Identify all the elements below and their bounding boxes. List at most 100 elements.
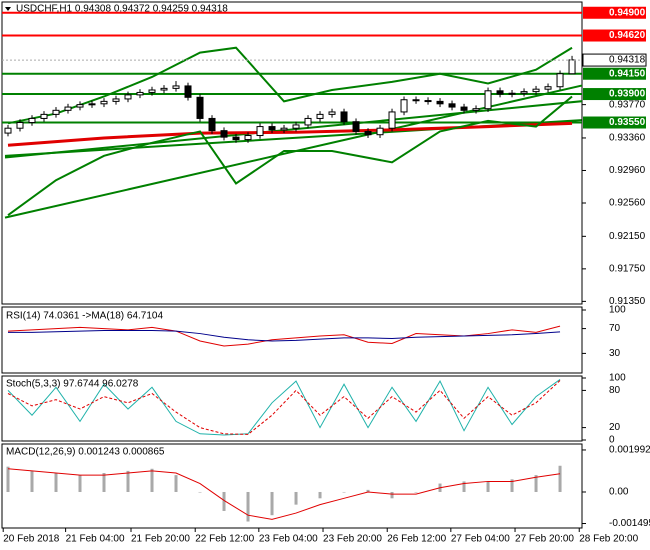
histogram-bar	[198, 491, 202, 493]
candle-body	[124, 94, 132, 100]
candle-body	[484, 90, 492, 110]
level-label: 0.94150	[609, 68, 646, 79]
candle-body	[88, 103, 96, 106]
candle-body	[292, 124, 300, 129]
current-price-label: 0.94318	[609, 55, 646, 66]
candle-body	[184, 85, 192, 98]
candle-body	[376, 127, 384, 136]
indicator-line	[8, 329, 561, 342]
candle-body	[280, 127, 288, 131]
x-tick-label: 27 Feb 04:00	[451, 534, 510, 545]
indicator-line	[7, 380, 561, 435]
y-tick-label: 100	[609, 373, 626, 384]
candle-body	[136, 91, 144, 96]
candle-body	[112, 98, 120, 102]
y-tick-label: 0.001992	[609, 445, 650, 456]
indicator-line	[7, 121, 573, 147]
candle-body	[532, 88, 540, 93]
histogram-bar	[54, 473, 58, 492]
candle-body	[460, 106, 468, 111]
level-tag	[583, 116, 646, 129]
candle-body	[52, 109, 60, 115]
candle-body	[520, 91, 528, 94]
histogram-bar	[270, 491, 274, 516]
candle-body	[568, 59, 576, 75]
indicator-line	[7, 379, 561, 436]
level-tag	[583, 67, 646, 80]
y-tick-label: 0.92560	[609, 198, 646, 209]
x-tick-label: 28 Feb 20:00	[579, 534, 638, 545]
level-label: 0.93550	[609, 117, 646, 128]
histogram-bar	[318, 491, 322, 499]
histogram-bar	[534, 475, 538, 492]
x-tick-label: 21 Feb 04:00	[66, 534, 125, 545]
y-tick-label: 0	[609, 435, 615, 446]
candle-body	[544, 86, 552, 90]
y-tick-label: -0.001495	[609, 518, 650, 529]
y-tick-label: 0.00	[609, 487, 629, 498]
y-tick-label: 0.93360	[609, 133, 646, 144]
candle-body	[472, 108, 480, 111]
candle-body	[220, 130, 228, 138]
histogram-bar	[222, 491, 226, 511]
candle-body	[424, 100, 432, 103]
panel-title: Stoch(5,3,3) 97.6744 96.0278	[6, 379, 139, 390]
candle-body	[64, 106, 72, 111]
candle-body	[328, 111, 336, 115]
histogram-bar	[102, 473, 106, 492]
candle-body	[208, 117, 216, 132]
y-tick-label: 80	[609, 385, 621, 396]
candle-body	[76, 104, 84, 108]
indicator-line	[7, 95, 573, 217]
x-tick-label: 22 Feb 12:00	[195, 534, 254, 545]
indicator-line	[7, 46, 573, 125]
histogram-bar	[414, 491, 418, 493]
histogram-bar	[294, 491, 298, 505]
rsi-panel	[1, 306, 583, 374]
candle-body	[388, 111, 396, 129]
plot-layer: 20 Feb 2018 21 Feb 04:00 21 Feb 20:00 22 Fe…	[2, 4, 650, 545]
histogram-bar	[510, 479, 514, 492]
stoch-panel	[1, 375, 583, 442]
price-panel	[1, 1, 583, 305]
level-label: 0.94900	[609, 7, 646, 18]
x-tick-label: 21 Feb 20:00	[131, 534, 190, 545]
level-tag	[583, 6, 646, 19]
histogram-bar	[30, 470, 34, 492]
candle-body	[412, 99, 420, 102]
symbol-marker	[5, 7, 11, 11]
panel-title: MACD(12,26,9) 0.001243 0.000865	[6, 447, 165, 458]
x-tick-label: 23 Feb 20:00	[323, 534, 382, 545]
candle-body	[496, 90, 504, 95]
current-price-tag	[582, 53, 647, 67]
candle-body	[304, 117, 312, 126]
histogram-bar	[558, 465, 562, 492]
histogram-bar	[390, 491, 394, 499]
histogram-bar	[150, 468, 154, 492]
trend-line	[4, 84, 582, 219]
panel-title: RSI(14) 74.0361 ->MA(18) 64.7104	[6, 311, 163, 322]
y-tick-label: 70	[609, 323, 621, 334]
histogram-bar	[486, 481, 490, 492]
candle-body	[232, 136, 240, 141]
histogram-bar	[246, 491, 250, 522]
candle-body	[364, 130, 372, 136]
candle-body	[340, 111, 348, 123]
y-tick-label: 0.93770	[609, 99, 646, 110]
candle-body	[16, 122, 24, 129]
level-label: 0.94620	[609, 30, 646, 41]
histogram-bar	[462, 481, 466, 492]
level-tag	[583, 29, 646, 42]
candle-body	[28, 117, 36, 124]
histogram-bar	[78, 475, 82, 492]
y-tick-label: 0.91750	[609, 263, 646, 274]
candle-body	[556, 73, 564, 88]
candle-body	[316, 113, 324, 119]
candle-body	[172, 85, 180, 89]
price-plot	[2, 11, 582, 219]
y-tick-label: 100	[609, 305, 626, 316]
candle-body	[448, 103, 456, 108]
histogram-bar	[366, 489, 370, 492]
signal-line	[7, 468, 561, 520]
